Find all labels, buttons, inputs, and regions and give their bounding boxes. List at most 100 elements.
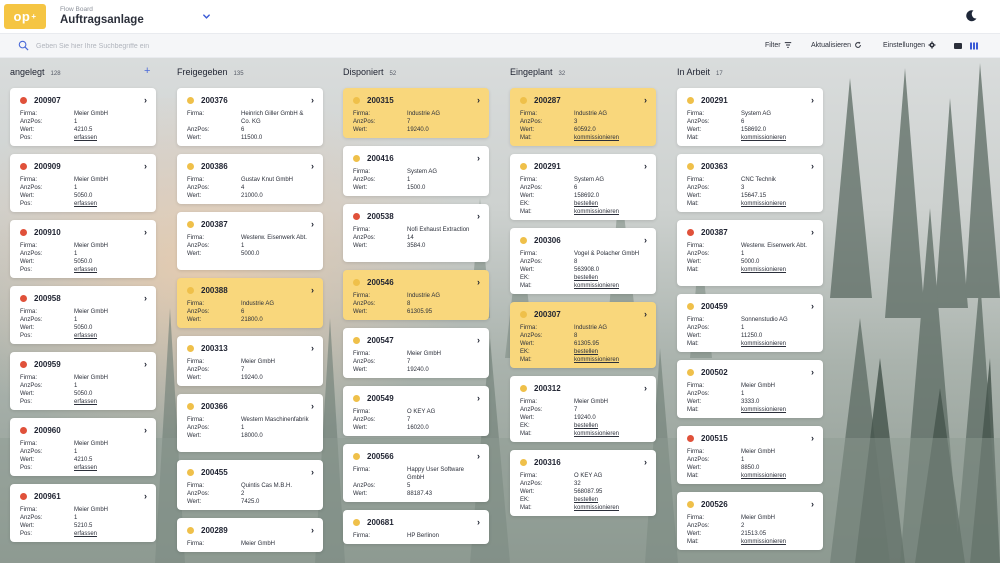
chevron-right-icon[interactable]: › bbox=[311, 343, 314, 353]
order-card[interactable]: 200909 › Firma: Meier GmbH AnzPos: 1 Wert: 5050… bbox=[10, 154, 156, 212]
chevron-right-icon[interactable]: › bbox=[144, 293, 147, 303]
order-card[interactable]: 200681 › Firma: HP Berlinon bbox=[343, 510, 489, 544]
order-card[interactable]: 200387 › Firma: Westerw. Eisenwerk Abt. AnzP… bbox=[177, 212, 323, 270]
order-card[interactable]: 200388 › Firma: Industrie AG AnzPos: 6 Wert: 21… bbox=[177, 278, 323, 328]
field-value[interactable]: kommissionieren bbox=[741, 135, 787, 141]
chevron-right-icon[interactable]: › bbox=[311, 525, 314, 535]
order-card[interactable]: 200546 › Firma: Industrie AG AnzPos: 8 Wert: 61… bbox=[343, 270, 489, 320]
field-value[interactable]: bestellen bbox=[574, 423, 599, 429]
chevron-right-icon[interactable]: › bbox=[644, 383, 647, 393]
chevron-right-icon[interactable]: › bbox=[144, 95, 147, 105]
chevron-right-icon[interactable]: › bbox=[144, 359, 147, 369]
chevron-right-icon[interactable]: › bbox=[644, 457, 647, 467]
chevron-right-icon[interactable]: › bbox=[311, 401, 314, 411]
chevron-right-icon[interactable]: › bbox=[644, 309, 647, 319]
field-value[interactable]: kommissionieren bbox=[741, 341, 787, 347]
field-value[interactable]: kommissionieren bbox=[741, 407, 787, 413]
chevron-right-icon[interactable]: › bbox=[811, 95, 814, 105]
order-card[interactable]: 200307 › Firma: Industrie AG AnzPos: 8 Wert: 61… bbox=[510, 302, 656, 368]
field-value[interactable]: kommissionieren bbox=[574, 431, 620, 437]
add-order-button[interactable]: + bbox=[144, 65, 151, 77]
order-card[interactable]: 200291 › Firma: System AG AnzPos: 6 Wert: 15869… bbox=[510, 154, 656, 220]
chevron-right-icon[interactable]: › bbox=[311, 467, 314, 477]
order-card[interactable]: 200363 › Firma: CNC Technik AnzPos: 3 Wert: 156… bbox=[677, 154, 823, 212]
card-view-icon[interactable] bbox=[953, 41, 963, 51]
order-card[interactable]: 200566 › Firma: Happy User Software GmbH Anz… bbox=[343, 444, 489, 502]
field-value[interactable]: kommissionieren bbox=[574, 357, 620, 363]
field-value[interactable]: kommissionieren bbox=[741, 473, 787, 479]
chevron-right-icon[interactable]: › bbox=[644, 161, 647, 171]
chevron-right-icon[interactable]: › bbox=[477, 211, 480, 221]
chevron-right-icon[interactable]: › bbox=[477, 517, 480, 527]
order-card[interactable]: 200961 › Firma: Meier GmbH AnzPos: 1 Wert: 5210… bbox=[10, 484, 156, 542]
chevron-right-icon[interactable]: › bbox=[311, 95, 314, 105]
order-card[interactable]: 200315 › Firma: Industrie AG AnzPos: 7 Wert: 19… bbox=[343, 88, 489, 138]
order-card[interactable]: 200376 › Firma: Heinrich Giller GmbH & Co. … bbox=[177, 88, 323, 146]
order-card[interactable]: 200387 › Firma: Westerw. Eisenwerk Abt. AnzP… bbox=[677, 220, 823, 286]
order-card[interactable]: 200958 › Firma: Meier GmbH AnzPos: 1 Wert: 5050… bbox=[10, 286, 156, 344]
order-card[interactable]: 200526 › Firma: Meier GmbH AnzPos: 2 Wert: 2151… bbox=[677, 492, 823, 550]
order-card[interactable]: 200549 › Firma: O KEY AG AnzPos: 7 Wert: 16020.… bbox=[343, 386, 489, 436]
chevron-right-icon[interactable]: › bbox=[811, 227, 814, 237]
field-value[interactable]: bestellen bbox=[574, 497, 599, 503]
order-card[interactable]: 200312 › Firma: Meier GmbH AnzPos: 7 Wert: 1924… bbox=[510, 376, 656, 442]
order-card[interactable]: 200316 › Firma: O KEY AG AnzPos: 32 Wert: 56808… bbox=[510, 450, 656, 516]
order-card[interactable]: 200907 › Firma: Meier GmbH AnzPos: 1 Wert: 4210… bbox=[10, 88, 156, 146]
field-value[interactable]: kommissionieren bbox=[741, 267, 787, 273]
field-value[interactable]: kommissionieren bbox=[574, 283, 620, 289]
order-card[interactable]: 200416 › Firma: System AG AnzPos: 1 Wert: 1500.… bbox=[343, 146, 489, 196]
refresh-button[interactable]: Aktualisieren bbox=[811, 41, 862, 49]
order-card[interactable]: 200538 › Firma: Nofi Exhaust Extraction AnzP… bbox=[343, 204, 489, 262]
chevron-right-icon[interactable]: › bbox=[477, 393, 480, 403]
field-value[interactable]: kommissionieren bbox=[574, 135, 620, 141]
chevron-right-icon[interactable]: › bbox=[644, 235, 647, 245]
chevron-right-icon[interactable]: › bbox=[144, 491, 147, 501]
field-value[interactable]: erfassen bbox=[74, 465, 98, 471]
search-input[interactable] bbox=[36, 38, 636, 54]
order-card[interactable]: 200960 › Firma: Meier GmbH AnzPos: 1 Wert: 4210… bbox=[10, 418, 156, 476]
field-value[interactable]: bestellen bbox=[574, 275, 599, 281]
order-card[interactable]: 200455 › Firma: Quintis Cas M.B.H. AnzPos: 2 W… bbox=[177, 460, 323, 510]
field-value[interactable]: kommissionieren bbox=[741, 201, 787, 207]
chevron-right-icon[interactable]: › bbox=[477, 451, 480, 461]
chevron-right-icon[interactable]: › bbox=[477, 277, 480, 287]
order-card[interactable]: 200306 › Firma: Vogel & Polacher GmbH AnzPos… bbox=[510, 228, 656, 294]
chevron-right-icon[interactable]: › bbox=[311, 161, 314, 171]
chevron-right-icon[interactable]: › bbox=[144, 161, 147, 171]
field-value[interactable]: kommissionieren bbox=[741, 539, 787, 545]
field-value[interactable]: erfassen bbox=[74, 399, 98, 405]
dark-mode-moon-icon[interactable] bbox=[964, 9, 978, 23]
order-card[interactable]: 200291 › Firma: System AG AnzPos: 6 Wert: 15869… bbox=[677, 88, 823, 146]
chevron-right-icon[interactable]: › bbox=[811, 161, 814, 171]
field-value[interactable]: bestellen bbox=[574, 201, 599, 207]
chevron-right-icon[interactable]: › bbox=[144, 425, 147, 435]
chevron-right-icon[interactable]: › bbox=[144, 227, 147, 237]
chevron-down-icon[interactable] bbox=[202, 12, 211, 21]
chevron-right-icon[interactable]: › bbox=[811, 499, 814, 509]
order-card[interactable]: 200959 › Firma: Meier GmbH AnzPos: 1 Wert: 5050… bbox=[10, 352, 156, 410]
chevron-right-icon[interactable]: › bbox=[477, 153, 480, 163]
chevron-right-icon[interactable]: › bbox=[477, 95, 480, 105]
chevron-right-icon[interactable]: › bbox=[311, 219, 314, 229]
order-card[interactable]: 200287 › Firma: Industrie AG AnzPos: 3 Wert: 60… bbox=[510, 88, 656, 146]
order-card[interactable]: 200386 › Firma: Gustav Knut GmbH AnzPos: 4 Wer… bbox=[177, 154, 323, 204]
order-card[interactable]: 200502 › Firma: Meier GmbH AnzPos: 1 Wert: 3333… bbox=[677, 360, 823, 418]
field-value[interactable]: kommissionieren bbox=[574, 209, 620, 215]
app-logo[interactable]: op + bbox=[4, 4, 46, 29]
chevron-right-icon[interactable]: › bbox=[311, 285, 314, 295]
chevron-right-icon[interactable]: › bbox=[644, 95, 647, 105]
field-value[interactable]: erfassen bbox=[74, 135, 98, 141]
field-value[interactable]: erfassen bbox=[74, 267, 98, 273]
field-value[interactable]: bestellen bbox=[574, 349, 599, 355]
filter-button[interactable]: Filter bbox=[765, 41, 792, 49]
order-card[interactable]: 200289 › Firma: Meier GmbH bbox=[177, 518, 323, 552]
order-card[interactable]: 200366 › Firma: Western Maschinenfabrik AnzP… bbox=[177, 394, 323, 452]
field-value[interactable]: kommissionieren bbox=[574, 505, 620, 511]
order-card[interactable]: 200459 › Firma: Sonnenstudio AG AnzPos: 1 Wert… bbox=[677, 294, 823, 352]
field-value[interactable]: erfassen bbox=[74, 201, 98, 207]
chevron-right-icon[interactable]: › bbox=[811, 367, 814, 377]
order-card[interactable]: 200547 › Firma: Meier GmbH AnzPos: 7 Wert: 1924… bbox=[343, 328, 489, 378]
order-card[interactable]: 200515 › Firma: Meier GmbH AnzPos: 1 Wert: 8850… bbox=[677, 426, 823, 484]
field-value[interactable]: erfassen bbox=[74, 531, 98, 537]
settings-button[interactable]: Einstellungen bbox=[883, 41, 936, 49]
